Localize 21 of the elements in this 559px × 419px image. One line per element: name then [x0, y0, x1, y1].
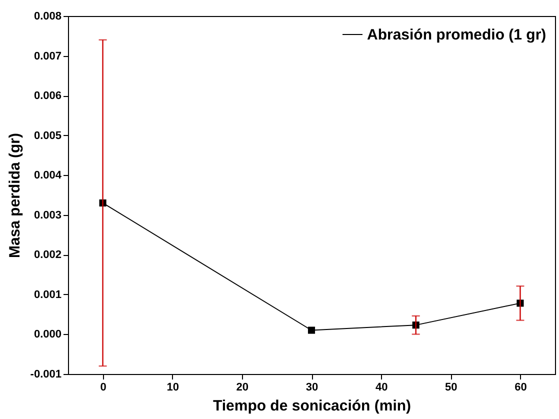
y-tick-label: 0.002 [34, 249, 62, 262]
y-tick-label: 0.005 [34, 130, 62, 142]
y-tick-label: 0.003 [34, 209, 62, 222]
y-tick-label: -0.001 [30, 368, 62, 380]
y-tick-label: 0.000 [34, 328, 62, 341]
x-tick-label: 50 [445, 382, 458, 394]
x-tick-label: 60 [514, 382, 527, 394]
y-tick-label: 0.001 [34, 288, 62, 301]
x-tick-label: 0 [100, 382, 106, 394]
y-tick-label: 0.006 [34, 90, 62, 102]
y-tick-label: 0.007 [34, 50, 62, 62]
y-axis-title: Masa perdida (gr) [6, 132, 24, 258]
x-tick-label: 20 [236, 382, 249, 394]
x-tick-label: 30 [306, 382, 318, 394]
y-tick-label: 0.004 [34, 170, 62, 182]
y-tick-label: 0.008 [34, 10, 62, 22]
point [308, 326, 316, 334]
x-tick-label: 40 [375, 382, 388, 394]
x-axis-title: Tiempo de sonicación (min) [212, 398, 412, 414]
legend-label: Abrasión promedio (1 gr) [367, 26, 546, 44]
x-tick-label: 10 [166, 382, 179, 394]
